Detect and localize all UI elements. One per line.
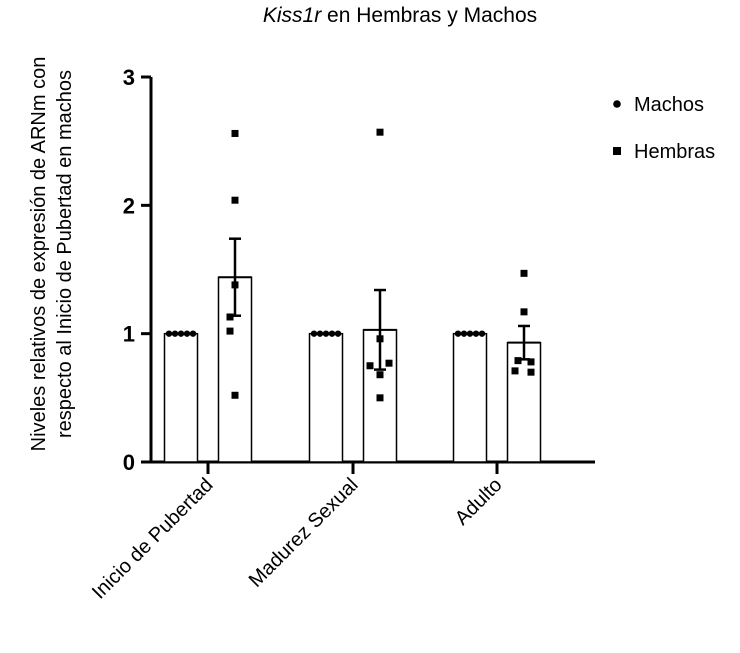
bar-machos: [163, 332, 199, 463]
point-hembras: [376, 128, 384, 136]
bar-machos: [308, 332, 344, 463]
point-machos: [328, 330, 336, 337]
point-hembras: [527, 368, 535, 376]
point-machos: [165, 330, 173, 337]
point-machos: [177, 330, 185, 337]
y-axis-label-line2: respecto al Inicio de Pubertad en machos: [54, 70, 76, 438]
point-hembras: [226, 313, 234, 321]
point-hembras: [376, 371, 384, 379]
point-hembras: [231, 129, 239, 137]
y-tick-label: 2: [123, 193, 135, 218]
point-machos: [478, 330, 486, 337]
x-tick-label: Adulto: [451, 474, 507, 530]
point-hembras: [385, 359, 393, 367]
legend-marker-hembras: [613, 147, 621, 155]
y-tick-label: 0: [123, 450, 135, 475]
point-machos: [454, 330, 462, 337]
point-machos: [171, 330, 179, 337]
y-tick-label: 3: [123, 65, 135, 90]
y-tick-label: 1: [123, 322, 135, 347]
point-machos: [183, 330, 191, 337]
chart-title-gene: Kiss1r: [262, 4, 322, 27]
point-hembras: [366, 362, 374, 370]
chart-title: Kiss1r en Hembras y Machos: [150, 4, 650, 28]
point-hembras: [231, 391, 239, 399]
point-machos: [189, 330, 197, 337]
bar-hembras: [506, 341, 542, 463]
chart-title-rest: en Hembras y Machos: [321, 4, 538, 27]
point-machos: [472, 330, 480, 337]
point-hembras: [231, 196, 239, 204]
point-hembras: [226, 327, 234, 335]
y-axis-label-line1: Niveles relativos de expresión de ARNm c…: [28, 57, 50, 452]
point-hembras: [511, 367, 519, 375]
point-hembras: [527, 358, 535, 366]
point-machos: [316, 330, 324, 337]
y-axis-label: Niveles relativos de expresión de ARNm c…: [28, 57, 76, 452]
legend-label-hembras: Hembras: [634, 141, 715, 163]
point-machos: [460, 330, 468, 337]
point-machos: [322, 330, 330, 337]
point-hembras: [376, 394, 384, 402]
legend-marker-machos: [613, 100, 621, 108]
point-machos: [310, 330, 318, 337]
point-machos: [466, 330, 474, 337]
point-hembras: [514, 357, 522, 365]
x-tick-label: Inicio de Pubertad: [88, 474, 218, 604]
legend-label-machos: Machos: [634, 94, 704, 116]
x-tick-label: Madurez Sexual: [245, 474, 363, 592]
point-machos: [334, 330, 342, 337]
point-hembras: [520, 308, 528, 316]
point-hembras: [520, 269, 528, 277]
bar-machos: [452, 332, 488, 463]
